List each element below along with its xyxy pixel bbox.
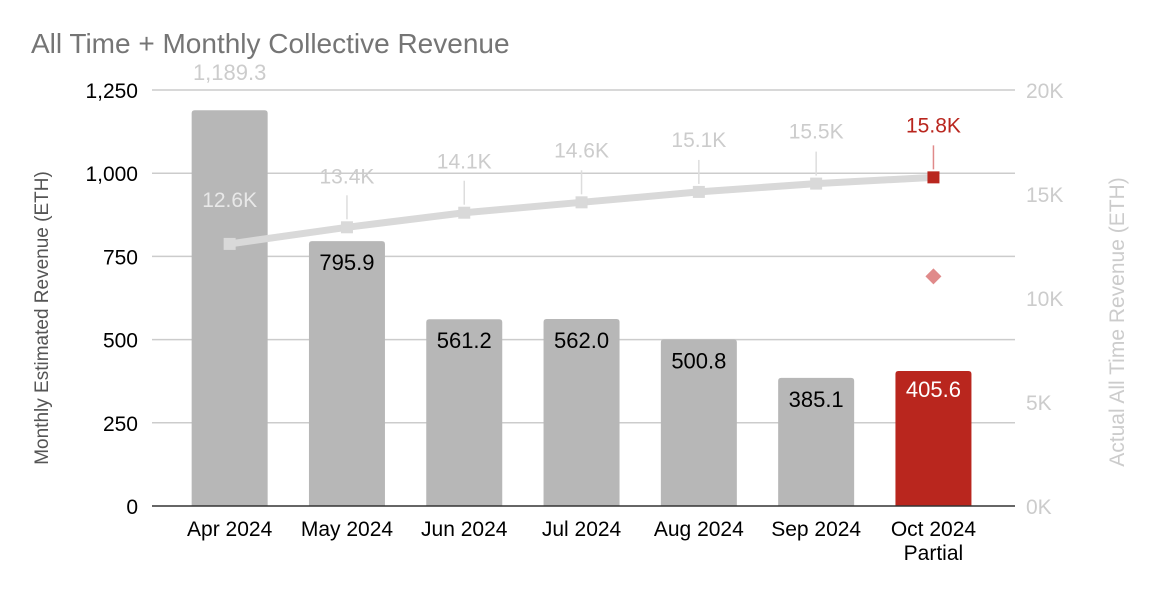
line-point (223, 237, 236, 250)
bar-data-label: 1,189.3 (193, 60, 266, 85)
bar (191, 110, 268, 506)
y2-tick-label: 20K (1026, 80, 1063, 103)
x-tick-label: Sep 2024 (771, 518, 861, 541)
data-labels: 12.6K 13.4K 14.1K 14.6K 15.1K 15.5K 15.8K 1,189… (193, 60, 961, 412)
diamond-marker (925, 268, 942, 285)
bar-data-label: 795.9 (319, 250, 374, 275)
line-data-label: 14.1K (437, 151, 492, 174)
chart-title: All Time + Monthly Collective Revenue (31, 28, 510, 59)
line-data-label: 15.8K (906, 114, 961, 137)
bar-data-label: 562.0 (554, 328, 609, 353)
bar (895, 371, 972, 506)
line-data-label: 15.5K (789, 121, 844, 144)
bar (778, 377, 855, 506)
line-series (223, 171, 942, 285)
bar-data-label: 405.6 (906, 377, 961, 402)
line-point (692, 185, 705, 198)
y2-tick-label: 15K (1026, 184, 1063, 207)
axes: 0 250 500 750 1,000 1,250 0K 5K 10K 15K 20K Apr 202… (85, 80, 1063, 565)
y-tick-label: 1,000 (85, 163, 138, 186)
y-tick-label: 0 (126, 496, 138, 519)
line-data-label: 12.6K (202, 189, 257, 212)
x-tick-label: Jun 2024 (421, 518, 508, 541)
line-data-label: 15.1K (671, 129, 726, 152)
y-tick-label: 750 (103, 246, 138, 269)
y-tick-label: 250 (103, 413, 138, 436)
y2-axis-title: Actual All Time Revenue (ETH) (1106, 177, 1129, 466)
bar (308, 241, 385, 506)
line-point (810, 177, 823, 190)
line-point (575, 196, 588, 209)
x-tick-label: Jul 2024 (542, 518, 622, 541)
bar-data-label: 561.2 (437, 328, 492, 353)
line-data-label: 14.6K (554, 139, 609, 162)
bar (426, 319, 503, 506)
x-tick-label: May 2024 (301, 518, 394, 541)
x-tick-label: Aug 2024 (654, 518, 744, 541)
y-tick-label: 500 (103, 330, 138, 353)
bar-series (191, 110, 972, 506)
line-point (340, 221, 353, 234)
y-tick-label: 1,250 (85, 80, 138, 103)
y2-tick-label: 10K (1026, 288, 1063, 311)
line-data-label: 13.4K (320, 165, 375, 188)
bar-data-label: 500.8 (671, 348, 726, 373)
gridlines (152, 89, 1015, 424)
bar-data-label: 385.1 (789, 387, 844, 412)
x-tick-label: Apr 2024 (187, 518, 273, 541)
line-point (458, 206, 471, 219)
y2-tick-label: 5K (1026, 392, 1052, 415)
bar (660, 339, 737, 506)
x-tick-label: Oct 2024 Partial (891, 518, 977, 565)
bar (543, 318, 620, 506)
y2-tick-label: 0K (1026, 496, 1052, 519)
y-axis-title: Monthly Estimated Revenue (ETH) (32, 171, 53, 465)
line-point (927, 171, 940, 184)
